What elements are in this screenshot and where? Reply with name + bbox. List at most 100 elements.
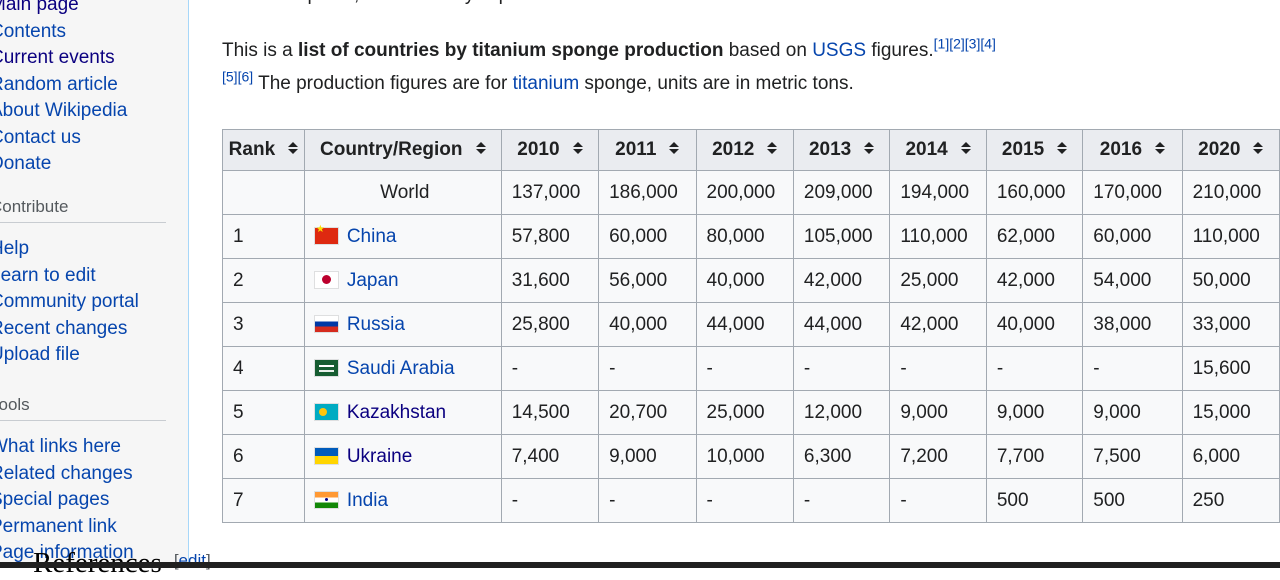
production-value-2016: 38,000 bbox=[1082, 302, 1183, 347]
intro-text: based on bbox=[723, 40, 813, 61]
country-cell: India bbox=[303, 478, 502, 523]
sidebar-link-what-links-here[interactable]: What links here bbox=[0, 436, 121, 457]
sidebar-item-current-events: Current events bbox=[0, 45, 127, 72]
table-row-japan: 2 Japan 31,600 56,000 40,000 42,000 25,000 42,0… bbox=[222, 258, 1280, 303]
sidebar-link-permanent-link[interactable]: Permanent link bbox=[0, 515, 117, 537]
column-header-country-region[interactable]: Country/Region bbox=[303, 129, 502, 171]
production-value-2020: 250 bbox=[1181, 478, 1280, 523]
sidebar-contribute-list: Help Learn to edit Community portal Recent … bbox=[0, 236, 139, 369]
production-value-2015: 500 bbox=[985, 478, 1084, 523]
sidebar: Main page Contents Current events Random ar… bbox=[0, 0, 189, 568]
edit-bracket: ] bbox=[205, 551, 211, 570]
production-value-2010: 7,400 bbox=[500, 434, 600, 479]
production-value-2020: 50,000 bbox=[1181, 258, 1280, 303]
column-header-label: 2010 bbox=[517, 139, 560, 160]
flag-india-icon bbox=[314, 491, 338, 508]
production-value-2011: 186,000 bbox=[598, 170, 697, 215]
sidebar-item-help: Help bbox=[0, 236, 139, 263]
sidebar-link-special-pages[interactable]: Special pages bbox=[0, 489, 110, 510]
production-value-2020: 15,600 bbox=[1181, 346, 1280, 391]
sidebar-link-current-events[interactable]: Current events bbox=[0, 47, 115, 68]
sidebar-link-recent-changes[interactable]: Recent changes bbox=[0, 317, 128, 339]
sidebar-link-random-article[interactable]: Random article bbox=[0, 73, 118, 95]
sidebar-navigation-list: Main page Contents Current events Random ar… bbox=[0, 0, 127, 178]
sidebar-link-about-wikipedia[interactable]: About Wikipedia bbox=[0, 100, 128, 121]
column-header-2010[interactable]: 2010 bbox=[500, 129, 600, 171]
sidebar-item-random-article: Random article bbox=[0, 72, 127, 99]
sidebar-link-help[interactable]: Help bbox=[0, 238, 30, 259]
country-link-japan[interactable]: Japan bbox=[346, 269, 399, 291]
sidebar-link-contact-us[interactable]: Contact us bbox=[0, 126, 81, 148]
column-header-label: 2020 bbox=[1198, 139, 1241, 160]
country-cell: World bbox=[303, 170, 502, 215]
edit-bracket: [ bbox=[173, 551, 179, 570]
reference-link-6[interactable]: [6] bbox=[237, 68, 254, 85]
sidebar-item-recent-changes: Recent changes bbox=[0, 316, 139, 343]
country-link-kazakhstan[interactable]: Kazakhstan bbox=[346, 401, 447, 423]
production-value-2015: - bbox=[985, 346, 1084, 391]
production-value-2012: 40,000 bbox=[695, 258, 794, 303]
country-link-russia[interactable]: Russia bbox=[346, 313, 405, 335]
sidebar-item-related-changes: Related changes bbox=[0, 461, 134, 488]
production-value-2015: 9,000 bbox=[985, 390, 1084, 435]
sidebar-tools-list: What links here Related changes Special pa… bbox=[0, 434, 134, 567]
production-value-2014: 194,000 bbox=[889, 170, 987, 215]
sidebar-link-donate[interactable]: Donate bbox=[0, 153, 52, 174]
reference-link-1[interactable]: [1] bbox=[933, 35, 950, 52]
country-link-india[interactable]: India bbox=[346, 489, 389, 511]
intro-text: sponge, units are in metric tons. bbox=[579, 73, 854, 94]
column-header-2015[interactable]: 2015 bbox=[985, 129, 1084, 171]
reference-link-3[interactable]: [3] bbox=[964, 35, 981, 52]
reference-link-2[interactable]: [2] bbox=[949, 35, 965, 52]
table-row-world: World 137,000 186,000 200,000 209,000 194,000… bbox=[222, 170, 1280, 215]
production-value-2011: 20,700 bbox=[598, 390, 697, 435]
sidebar-link-community-portal[interactable]: Community portal bbox=[0, 291, 139, 312]
sidebar-link-related-changes[interactable]: Related changes bbox=[0, 462, 133, 484]
production-value-2014: - bbox=[889, 478, 987, 523]
sidebar-link-main-page[interactable]: Main page bbox=[0, 0, 79, 15]
country-link-saudi-arabia[interactable]: Saudi Arabia bbox=[346, 357, 455, 379]
column-header-2013[interactable]: 2013 bbox=[792, 129, 891, 171]
sidebar-link-learn-to-edit[interactable]: Learn to edit bbox=[0, 264, 96, 286]
production-value-2014: 7,200 bbox=[889, 434, 987, 479]
titanium-link[interactable]: titanium bbox=[512, 73, 580, 94]
production-value-2011: 9,000 bbox=[598, 434, 697, 479]
production-table: Rank Country/Region 2010 2011 2012 2013 2014 20… bbox=[222, 129, 1280, 523]
production-value-2015: 40,000 bbox=[985, 302, 1084, 347]
column-header-label: 2012 bbox=[712, 139, 755, 160]
column-header-2020[interactable]: 2020 bbox=[1181, 129, 1280, 171]
production-value-2010: 25,800 bbox=[500, 302, 600, 347]
column-header-2011[interactable]: 2011 bbox=[598, 129, 697, 171]
sidebar-link-page-information[interactable]: Page information bbox=[0, 542, 134, 563]
production-value-2012: 80,000 bbox=[695, 214, 794, 259]
column-header-2016[interactable]: 2016 bbox=[1082, 129, 1183, 171]
country-link-china[interactable]: China bbox=[346, 225, 397, 247]
rank-cell: 3 bbox=[222, 302, 305, 347]
sidebar-link-contents[interactable]: Contents bbox=[0, 20, 67, 42]
country-cell: Ukraine bbox=[303, 434, 502, 479]
sort-icon bbox=[572, 141, 583, 154]
reference-link-5[interactable]: [5] bbox=[222, 68, 238, 85]
production-value-2010: 14,500 bbox=[500, 390, 600, 435]
sort-icon bbox=[767, 141, 778, 154]
column-header-2012[interactable]: 2012 bbox=[695, 129, 794, 171]
sidebar-item-permanent-link: Permanent link bbox=[0, 514, 134, 541]
production-value-2014: 9,000 bbox=[889, 390, 987, 435]
production-value-2013: 105,000 bbox=[792, 214, 891, 259]
column-header-2014[interactable]: 2014 bbox=[889, 129, 987, 171]
flag-russia-icon bbox=[314, 315, 338, 332]
intro-text: This is a bbox=[222, 40, 299, 61]
country-link-ukraine[interactable]: Ukraine bbox=[346, 445, 413, 467]
production-value-2015: 62,000 bbox=[985, 214, 1084, 259]
production-value-2011: 40,000 bbox=[598, 302, 697, 347]
sort-icon bbox=[1057, 141, 1068, 154]
sort-icon bbox=[475, 141, 486, 154]
reference-link-4[interactable]: [4] bbox=[980, 35, 996, 52]
flag-kazakhstan-icon bbox=[314, 403, 338, 420]
usgs-link[interactable]: USGS bbox=[812, 40, 867, 61]
sidebar-link-upload-file[interactable]: Upload file bbox=[0, 344, 80, 365]
column-header-rank[interactable]: Rank bbox=[222, 129, 305, 171]
table-row-russia: 3 Russia 25,800 40,000 44,000 44,000 42,000 40,… bbox=[222, 302, 1280, 347]
production-value-2020: 6,000 bbox=[1181, 434, 1280, 479]
flag-ukraine-icon bbox=[314, 447, 338, 464]
